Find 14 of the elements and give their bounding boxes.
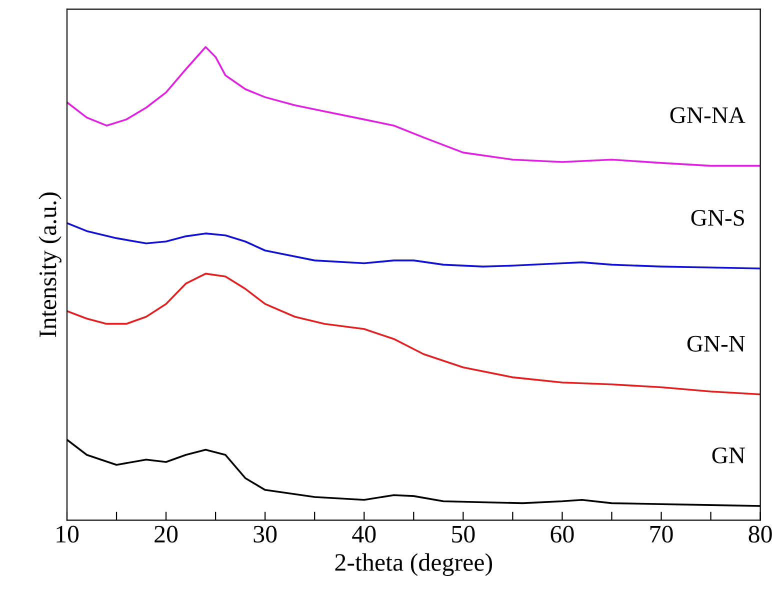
series-label: GN-S bbox=[691, 210, 744, 226]
series-label: GN bbox=[712, 447, 745, 464]
x-tick-label: 80 bbox=[748, 526, 772, 543]
x-axis-title: 2-theta (degree) bbox=[335, 553, 492, 576]
x-tick-label: 30 bbox=[254, 526, 277, 543]
series-label: GN-N bbox=[687, 336, 745, 352]
x-tick-label: 60 bbox=[550, 526, 574, 543]
x-tick-label: 20 bbox=[154, 526, 178, 543]
series-label: GN-NA bbox=[670, 107, 746, 124]
x-tick-label: 70 bbox=[650, 526, 673, 543]
x-tick-label: 40 bbox=[352, 526, 376, 543]
y-axis-title: Intensity (a.u.) bbox=[38, 192, 62, 338]
x-tick-label: 10 bbox=[56, 526, 79, 543]
x-tick-label: 50 bbox=[452, 526, 475, 543]
